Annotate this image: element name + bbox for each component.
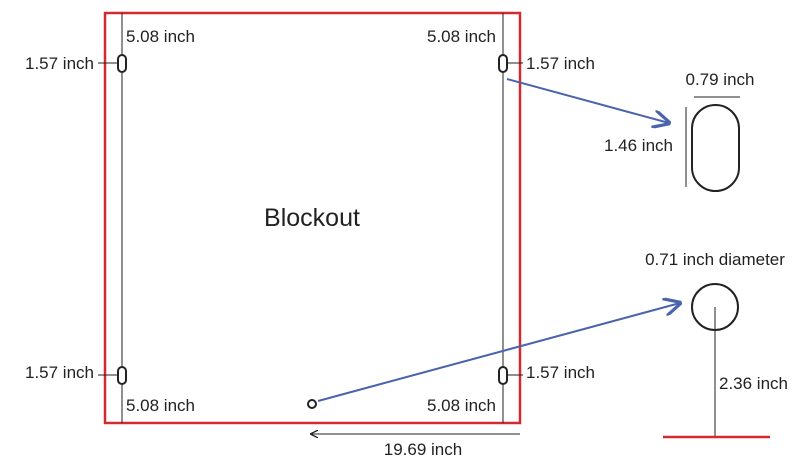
- slot-bottom-right: [498, 366, 508, 385]
- blockout-outline: [103, 11, 522, 425]
- dim-slot-height: 1.46 inch: [604, 136, 673, 155]
- dim-hole-height: 2.36 inch: [719, 374, 788, 393]
- dim-hole-diameter: 0.71 inch diameter: [645, 250, 785, 269]
- dim-bottom-right-vertical: 5.08 inch: [427, 396, 496, 415]
- slot-callout-arrow: [506, 78, 669, 123]
- hole-callout-arrow: [317, 303, 680, 402]
- blockout-title: Blockout: [264, 204, 360, 232]
- dim-top-left-vertical: 5.08 inch: [126, 27, 195, 46]
- dim-total-width: 19.69 inch: [384, 440, 462, 459]
- slot-detail: [691, 104, 740, 192]
- dim-bottom-left-vertical: 5.08 inch: [126, 396, 195, 415]
- slot-top-right: [498, 54, 508, 73]
- dim-bottom-right-horizontal: 1.57 inch: [526, 363, 595, 382]
- dim-slot-width: 0.79 inch: [686, 70, 755, 89]
- dim-top-left-horizontal: 1.57 inch: [25, 54, 94, 73]
- slot-top-left: [117, 54, 127, 73]
- dim-bottom-left-horizontal: 1.57 inch: [25, 363, 94, 382]
- dim-top-right-vertical: 5.08 inch: [427, 27, 496, 46]
- dim-top-right-horizontal: 1.57 inch: [526, 54, 595, 73]
- slot-bottom-left: [117, 366, 127, 385]
- small-hole: [307, 399, 317, 409]
